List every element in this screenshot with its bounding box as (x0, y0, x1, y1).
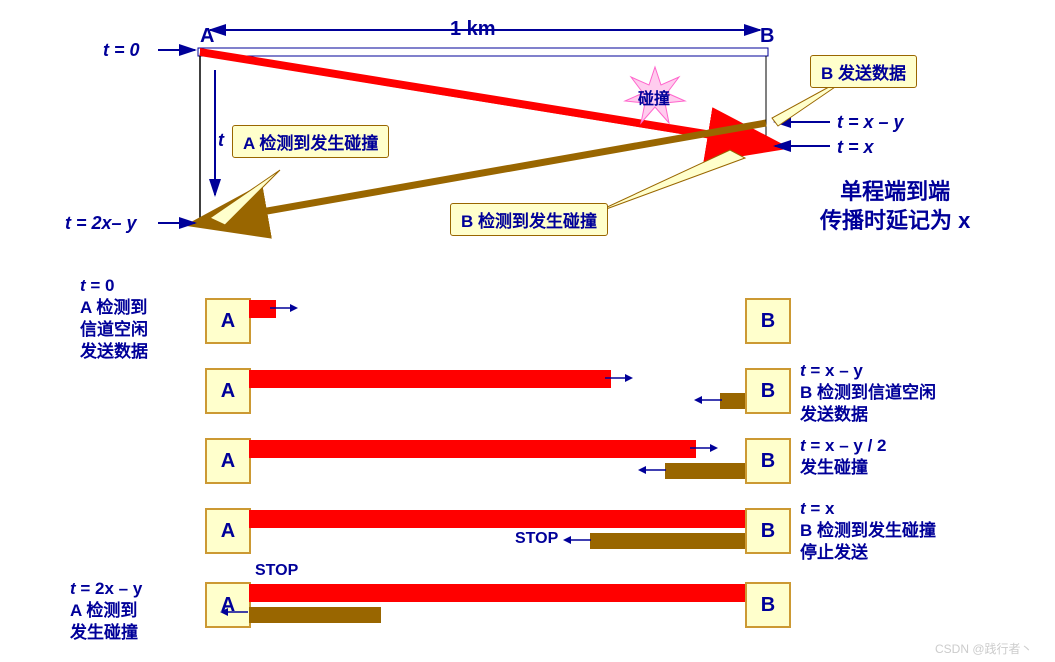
row3-node-b: B (745, 438, 791, 484)
row3-arrow-r (690, 436, 720, 456)
propagation-note: 单程端到端 传播时延记为 x (820, 178, 970, 235)
tx-label: t = x (837, 137, 874, 158)
row2-node-b: B (745, 368, 791, 414)
row5-stop: STOP (255, 562, 298, 580)
row4-label: t = xB 检测到发生碰撞停止发送 (800, 498, 936, 564)
callout-b-detect: B 检测到发生碰撞 (450, 203, 608, 236)
row4-node-b: B (745, 508, 791, 554)
row4-stop: STOP (515, 530, 558, 548)
row2-arrow-r (605, 366, 635, 386)
row2-label: t = x – yB 检测到信道空闲发送数据 (800, 360, 936, 426)
collision-label: 碰撞 (638, 85, 670, 109)
node-b-label: B (760, 25, 774, 48)
row4-brown (590, 533, 747, 549)
row1-node-b: B (745, 298, 791, 344)
row4-arrow-l (563, 528, 593, 548)
row5-label: t = 2x – yA 检测到发生碰撞 (70, 578, 142, 644)
row5-red (249, 584, 746, 602)
t2xy-label: t = 2x– y (65, 213, 137, 234)
t0-label: t = 0 (103, 40, 140, 61)
row5-brown (249, 607, 381, 623)
row3-arrow-l (638, 458, 668, 478)
row1-node-a: A (205, 298, 251, 344)
node-a-label: A (200, 25, 214, 48)
distance-label: 1 km (450, 18, 496, 41)
row4-node-a: A (205, 508, 251, 554)
row3-red (249, 440, 696, 458)
row4-red (249, 510, 746, 528)
t-axis-label: t (218, 130, 224, 151)
row1-label: t = 0A 检测到信道空闲发送数据 (80, 275, 148, 363)
row2-red (249, 370, 611, 388)
txy-label: t = x – y (837, 112, 904, 133)
row5-arrow-l (220, 600, 250, 620)
row2-arrow-l (694, 388, 724, 408)
row3-label: t = x – y / 2发生碰撞 (800, 435, 886, 479)
row2-node-a: A (205, 368, 251, 414)
callout-a-detect: A 检测到发生碰撞 (232, 125, 389, 158)
callout-b-send: B 发送数据 (810, 55, 917, 88)
row3-node-a: A (205, 438, 251, 484)
row1-arrow (270, 296, 300, 316)
row5-node-b: B (745, 582, 791, 628)
watermark: CSDN @践行者丶 (935, 640, 1033, 657)
row3-brown (665, 463, 747, 479)
